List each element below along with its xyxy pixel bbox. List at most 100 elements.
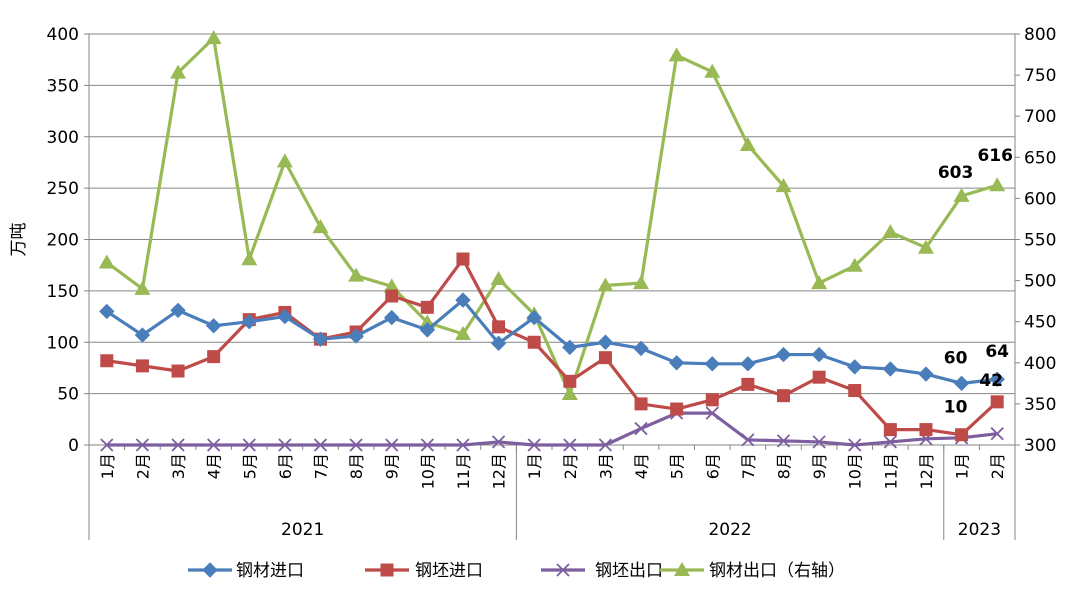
data-point — [348, 328, 364, 344]
data-point — [561, 386, 578, 401]
x-tick-label: 2月 — [988, 453, 1007, 479]
x-tick-label: 7月 — [739, 453, 758, 479]
data-point — [170, 64, 187, 79]
y-tick-label: 100 — [47, 333, 79, 353]
data-point — [739, 136, 756, 151]
data-point — [882, 361, 899, 377]
data-point — [919, 423, 933, 437]
data-point — [598, 438, 613, 452]
x-tick-label: 1月 — [98, 453, 117, 479]
legend-label: 钢材进口 — [236, 561, 304, 581]
data-point — [205, 30, 222, 45]
y-axis-title: 万吨 — [9, 223, 29, 257]
data-point — [848, 384, 862, 398]
y-tick-label: 350 — [47, 76, 79, 96]
data-point — [848, 438, 862, 452]
legend-marker — [674, 562, 690, 576]
data-point — [777, 389, 790, 403]
x-tick-label: 6月 — [703, 453, 722, 479]
legend-item: 钢坯进口 — [365, 561, 483, 581]
data-point — [990, 395, 1004, 409]
data-point — [775, 346, 792, 363]
data-point — [704, 356, 720, 372]
data-point — [134, 327, 151, 343]
data-point — [955, 428, 969, 442]
x-tick-label: 4月 — [632, 453, 651, 479]
data-point — [812, 435, 826, 449]
x-tick-label: 2月 — [133, 453, 152, 479]
data-point — [917, 239, 934, 254]
y-tick-label: 250 — [47, 179, 79, 199]
data-label: 603 — [938, 163, 974, 183]
x-tick-label: 6月 — [276, 453, 295, 479]
data-point — [668, 355, 685, 371]
year-label: 2021 — [281, 520, 324, 540]
x-tick-label: 11月 — [881, 453, 900, 489]
data-point — [312, 219, 329, 234]
data-point — [455, 292, 471, 308]
y2-tick-label: 600 — [1024, 189, 1056, 209]
data-point — [384, 309, 400, 326]
data-point — [490, 270, 507, 285]
series-0 — [99, 292, 1005, 392]
series-line — [106, 257, 999, 437]
data-label: 10 — [944, 398, 968, 418]
data-label: 64 — [985, 342, 1009, 362]
legend-item: 钢坯出口 — [541, 561, 663, 581]
data-point — [205, 318, 222, 334]
x-tick-label: 1月 — [953, 453, 972, 479]
data-point — [385, 438, 399, 452]
y-tick-label: 300 — [47, 128, 79, 148]
y-tick-label: 150 — [47, 282, 79, 302]
y2-tick-label: 750 — [1024, 66, 1056, 86]
y2-tick-label: 400 — [1024, 354, 1056, 374]
data-point — [633, 340, 649, 357]
data-point — [385, 289, 399, 303]
x-tick-label: 10月 — [418, 453, 437, 489]
y2-tick-label: 650 — [1024, 148, 1056, 168]
x-tick-label: 5月 — [240, 453, 259, 479]
data-point — [420, 300, 434, 314]
data-point — [135, 359, 149, 373]
series-line — [105, 298, 998, 385]
x-tick-label: 7月 — [312, 453, 331, 479]
year-label: 2023 — [958, 520, 1001, 540]
x-tick-label: 12月 — [917, 453, 936, 489]
series-2 — [100, 406, 1004, 452]
data-point — [241, 313, 257, 330]
data-point — [492, 320, 506, 334]
x-tick-label: 9月 — [383, 453, 402, 479]
data-point — [597, 334, 614, 350]
data-point — [349, 438, 363, 452]
data-point — [741, 433, 755, 447]
data-point — [100, 354, 114, 368]
data-point — [207, 438, 221, 452]
data-point — [989, 371, 1005, 387]
data-point — [170, 302, 186, 319]
data-point — [812, 370, 826, 384]
legend-label: 钢材出口（右轴） — [709, 561, 845, 581]
data-point — [419, 322, 436, 338]
y2-tick-label: 550 — [1024, 231, 1056, 251]
y2-tick-label: 300 — [1024, 436, 1056, 456]
data-point — [278, 438, 292, 452]
data-point — [456, 252, 470, 266]
x-tick-label: 9月 — [810, 453, 829, 479]
data-point — [490, 335, 507, 351]
data-point — [135, 438, 150, 452]
data-point — [277, 308, 293, 325]
data-point — [847, 359, 863, 375]
data-point — [882, 224, 899, 239]
data-point — [348, 267, 365, 282]
data-point — [953, 375, 970, 392]
y-tick-label: 200 — [47, 231, 79, 251]
y2-tick-label: 500 — [1024, 272, 1056, 292]
data-point — [312, 331, 329, 347]
data-point — [918, 366, 934, 382]
data-point — [775, 178, 792, 193]
axes: 0 50 100 150 200 250 300 350 400 300 350 400 450 500 5… — [9, 25, 1056, 540]
y2-tick-label: 700 — [1024, 107, 1056, 127]
